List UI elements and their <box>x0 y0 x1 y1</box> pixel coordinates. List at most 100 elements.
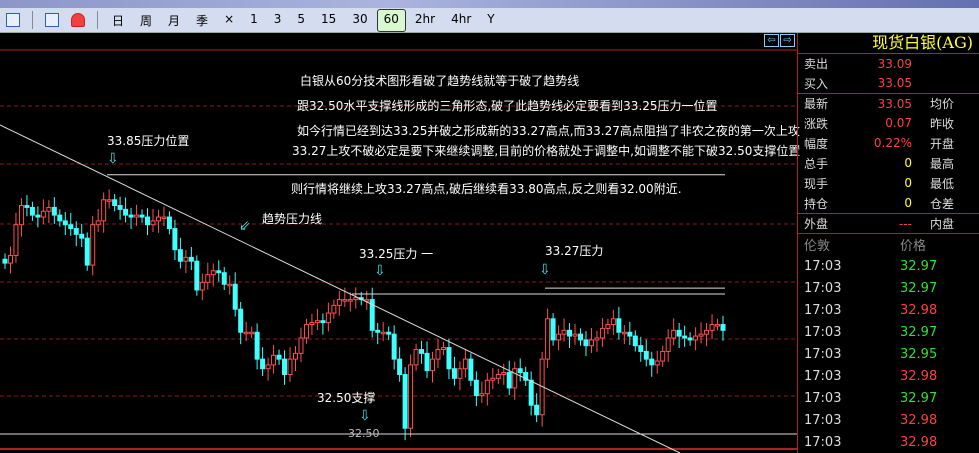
arrow-down-icon: ⇩ <box>539 262 551 278</box>
period-button[interactable]: Y <box>487 11 495 26</box>
label-support-3250: 32.50支撑 <box>317 391 376 405</box>
tick-row: 17:03 32.98 <box>798 365 979 387</box>
toolbar: 日周月季 × 1 3 5 15 30 60 2hr 4hr Y <box>0 8 979 33</box>
candle-body <box>654 360 660 366</box>
period-button[interactable]: 60 <box>376 8 406 32</box>
period-button[interactable]: 周 <box>140 13 153 28</box>
quote-row: 涨跌 0.07 昨收 <box>798 113 979 133</box>
period-button[interactable]: 2hr <box>414 11 436 26</box>
scroll-right-icon[interactable]: ⇨ <box>780 34 795 47</box>
candle-body <box>413 349 419 366</box>
candle-body <box>282 358 288 375</box>
arrow-down-icon: ⇩ <box>359 408 371 424</box>
candle-body <box>621 331 627 335</box>
candle-body <box>583 339 589 347</box>
candle-body <box>594 337 600 341</box>
candle-body <box>528 379 534 406</box>
candle-body <box>79 233 85 239</box>
tick-row: 17:03 32.95 <box>798 343 979 365</box>
candle-body <box>501 372 507 375</box>
period-button[interactable]: × <box>224 11 235 26</box>
arrow-down-icon: ⇩ <box>374 263 386 279</box>
period-button[interactable]: 30 <box>352 11 368 26</box>
candle-body <box>29 206 35 216</box>
candlestick-chart[interactable] <box>0 33 797 453</box>
period-button[interactable]: 季 <box>196 13 209 28</box>
candle-body <box>221 272 227 285</box>
quote-value: 33.05 <box>877 76 912 90</box>
tick-time: 17:03 <box>804 258 842 274</box>
candle-body <box>605 324 611 329</box>
candle-body <box>292 352 298 360</box>
candle-body <box>84 237 90 266</box>
export-icon[interactable] <box>6 13 20 27</box>
tick-row: 17:03 32.98 <box>798 431 979 453</box>
candle-body <box>320 320 326 324</box>
candle-body <box>660 350 666 362</box>
period-button[interactable]: 月 <box>168 13 181 28</box>
candle-body <box>682 335 688 339</box>
candle-body <box>265 364 271 370</box>
candle-body <box>468 358 474 381</box>
alarm-bell-icon[interactable] <box>71 13 85 27</box>
candle-body <box>435 349 441 360</box>
candle-body <box>249 331 255 335</box>
tick-time: 17:03 <box>804 346 842 362</box>
candle-body <box>40 210 46 218</box>
candle-body <box>287 358 293 375</box>
candle-body <box>155 216 161 222</box>
candle-body <box>62 220 68 226</box>
candle-body <box>123 208 129 216</box>
tick-row: 17:03 32.97 <box>798 277 979 299</box>
tick-price: 32.97 <box>900 258 938 274</box>
candle-body <box>369 299 375 331</box>
quote-label: 涨跌 <box>804 116 829 131</box>
candle-body <box>610 318 616 326</box>
candle-body <box>561 329 567 335</box>
candle-body <box>331 304 337 314</box>
candle-body <box>325 312 331 324</box>
tick-price: 32.95 <box>900 346 938 362</box>
candle-body <box>172 228 178 251</box>
tick-price: 32.98 <box>900 434 938 450</box>
candle-body <box>353 297 359 301</box>
period-button[interactable]: 5 <box>297 11 306 26</box>
candle-body <box>199 281 205 291</box>
title-bar <box>0 0 979 8</box>
annotation-line5: 则行情将继续上攻33.27高点,破后继续看33.80高点,反之则看32.00附近… <box>291 182 682 196</box>
candle-body <box>523 372 529 381</box>
candle-body <box>567 329 573 337</box>
candle-body <box>577 333 583 341</box>
candle-body <box>643 350 649 360</box>
period-button[interactable]: 15 <box>321 11 337 26</box>
period-button[interactable]: 日 <box>112 13 125 28</box>
tick-time: 17:03 <box>804 434 842 450</box>
tick-time: 17:03 <box>804 324 842 340</box>
period-button[interactable]: 1 <box>250 11 258 26</box>
period-button[interactable]: 3 <box>273 11 282 26</box>
candle-body <box>550 318 556 341</box>
period-button[interactable]: 4hr <box>451 11 472 26</box>
quote-row: 外盘 --- 内盘 <box>798 213 979 233</box>
quote-row: 卖出 33.09 <box>798 53 979 73</box>
candle-body <box>95 220 101 226</box>
candle-body <box>18 205 24 226</box>
quote-row: 现手 0 最低 <box>798 173 979 193</box>
candle-body <box>139 214 145 218</box>
candle-body <box>402 373 408 429</box>
quote-label-secondary: 最低 <box>930 176 955 191</box>
candle-body <box>627 331 633 337</box>
candle-body <box>380 331 386 335</box>
tick-row: 17:03 32.97 <box>798 255 979 277</box>
candle-body <box>649 358 655 366</box>
draw-tool-icon[interactable] <box>45 13 59 27</box>
candle-body <box>51 206 57 216</box>
quote-value: 0 <box>904 176 912 190</box>
scroll-left-icon[interactable]: ⇦ <box>764 34 779 47</box>
candle-body <box>106 199 112 202</box>
quote-value: 33.09 <box>877 56 912 71</box>
tick-row: 17:03 32.97 <box>798 387 979 409</box>
candle-body <box>68 224 74 230</box>
candle-body <box>347 299 353 302</box>
quote-label-secondary: 最高 <box>930 156 955 171</box>
